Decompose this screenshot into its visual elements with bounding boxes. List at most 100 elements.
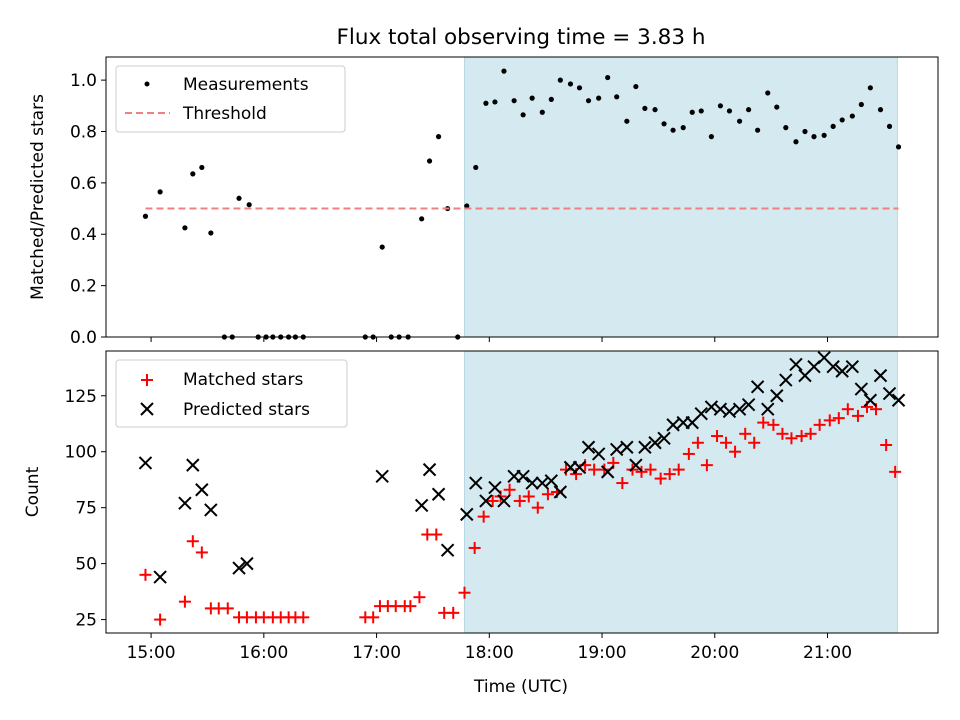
measurements-point [236,195,242,201]
matched-stars-point [813,418,826,431]
predicted-stars-point [657,431,671,445]
matched-stars-point [458,586,471,599]
matched-stars-point [468,541,481,554]
measurements-point [567,81,574,87]
predicted-stars-point [873,368,888,383]
legend-matched-marker [141,374,153,386]
measurements-point [765,90,771,96]
matched-stars-point [711,430,724,443]
legend-top: Measurements Threshold [115,65,346,133]
measurements-point [830,123,836,129]
matched-stars-point [748,436,761,449]
matched-stars-point [700,459,713,472]
predicted-stars-point [591,447,606,461]
predicted-stars-point [572,460,587,475]
matched-stars-point [616,477,629,490]
predicted-stars-point [629,458,643,472]
predicted-stars-point [153,570,167,584]
predicted-stars-point [469,476,483,490]
measurements-point [726,108,733,114]
legend-predicted-label: Predicted stars [183,400,310,420]
predicted-stars-point [414,498,429,513]
matched-stars-point [644,463,657,476]
measurements-point [858,101,864,108]
matched-stars-point [221,602,234,615]
x-tick-label: 21:00 [803,643,852,663]
measurements-point [736,118,743,124]
measurements-point [877,107,884,113]
matched-stars-point [178,595,191,608]
matched-stars-point [186,535,199,548]
matched-stars-point [729,445,742,458]
panel-top: 0.0 0.2 0.4 0.6 0.8 1.0 Matched/Predicted sta… [28,56,939,348]
legend-threshold-label: Threshold [182,104,267,124]
predicted-stars-point [770,389,784,403]
measurements-point [520,112,526,118]
matched-stars-point [654,472,667,485]
measurements-point [419,216,425,222]
predicted-stars-point [789,357,803,372]
predicted-stars-point [178,496,192,510]
predicted-stars-point [835,364,849,378]
matched-stars-point [195,546,208,559]
predicted-stars-point [891,393,906,407]
predicted-stars-point [375,469,389,484]
measurements-point [708,134,714,140]
predicted-stars-point [497,494,511,508]
predicted-stars-point [422,462,437,477]
y-axis-label-bottom: Count [23,466,43,517]
predicted-stars-point [854,382,869,396]
matched-stars-point [776,427,789,440]
x-tick-label: 15:00 [127,643,176,663]
predicted-stars-point [195,483,209,497]
measurements-point [464,203,470,209]
matched-stars-point [430,528,443,541]
measurements-point [511,98,517,104]
matched-stars-point [522,490,535,503]
predicted-stars-point [882,386,897,401]
x-tick-label: 19:00 [578,643,627,663]
y-tick-label: 0.0 [70,328,97,348]
measurements-point [811,134,817,140]
panel-bottom: 25 50 75 100 125 15:00 16:00 17:00 18:00 19:00 20… [23,350,939,697]
measurements-point [839,117,845,123]
predicted-stars-point [826,359,840,374]
matched-stars-point [691,436,704,449]
measurements-point [557,77,563,83]
measurements-point [596,95,602,101]
measurements-point [793,139,799,145]
matched-stars-point [503,483,516,496]
predicted-stars-point [525,476,539,490]
panel-top-frame [105,56,939,338]
predicted-stars-point [488,480,502,495]
measurements-point [670,127,676,133]
predicted-stars-point [479,494,493,508]
matched-stars-point [367,611,380,624]
predicted-stars-point [553,485,568,499]
predicted-stars-point [648,436,662,450]
matched-stars-point [785,432,798,445]
measurements-point [435,134,442,140]
y-tick-label: 0.4 [70,225,97,245]
y-tick-label: 25 [75,611,97,631]
predicted-stars-point [694,406,708,421]
predicted-stars-point [620,440,634,454]
matched-stars-point [851,409,864,422]
y-tick-label: 0.8 [70,122,97,142]
predicted-stars-point [666,418,680,432]
observing-window-shade-bottom [464,351,898,633]
y-tick-label: 1.0 [70,71,97,91]
panel-bottom-frame [105,350,939,634]
matched-stars-point [672,463,685,476]
legend-bottom-box [115,359,348,428]
predicted-stars-point [204,503,218,517]
matched-stars-point [841,403,854,416]
measurements-point [208,230,214,236]
predicted-stars-point [440,543,455,557]
matched-stars-point [663,468,676,481]
y-tick-label: 75 [75,499,97,519]
measurements-point [849,113,855,119]
measurements-point [529,95,535,101]
matched-stars-point [767,418,780,431]
measurements-point [698,108,704,114]
